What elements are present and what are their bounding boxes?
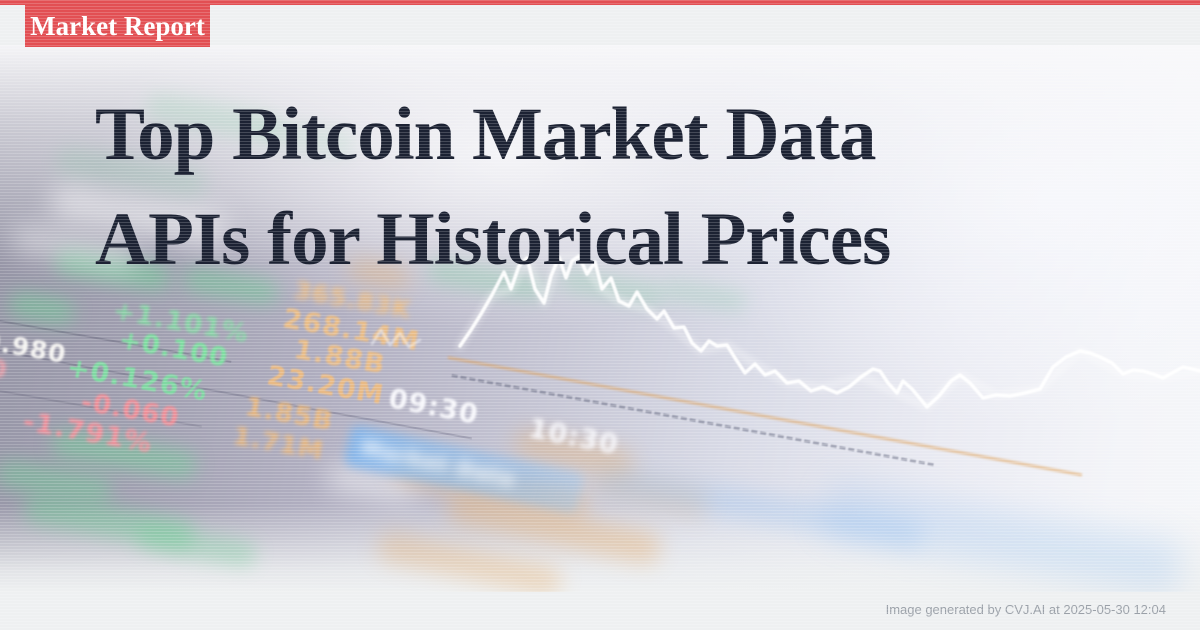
price-line [458, 254, 1200, 409]
trading-screen-photo [0, 45, 1200, 592]
page-title-line2: APIs for Historical Prices [95, 198, 891, 281]
attribution-text: Image generated by CVJ.AI at 2025-05-30 … [885, 602, 1166, 617]
page-title-line1: Top Bitcoin Market Data [95, 93, 876, 176]
category-badge: Market Report [25, 5, 210, 47]
price-line-tail [370, 328, 422, 349]
category-badge-label: Market Report [30, 10, 205, 41]
top-accent-strip [0, 0, 1200, 5]
page-title: Top Bitcoin Market Data APIs for Histori… [95, 82, 891, 292]
footer-bar [0, 592, 1200, 630]
